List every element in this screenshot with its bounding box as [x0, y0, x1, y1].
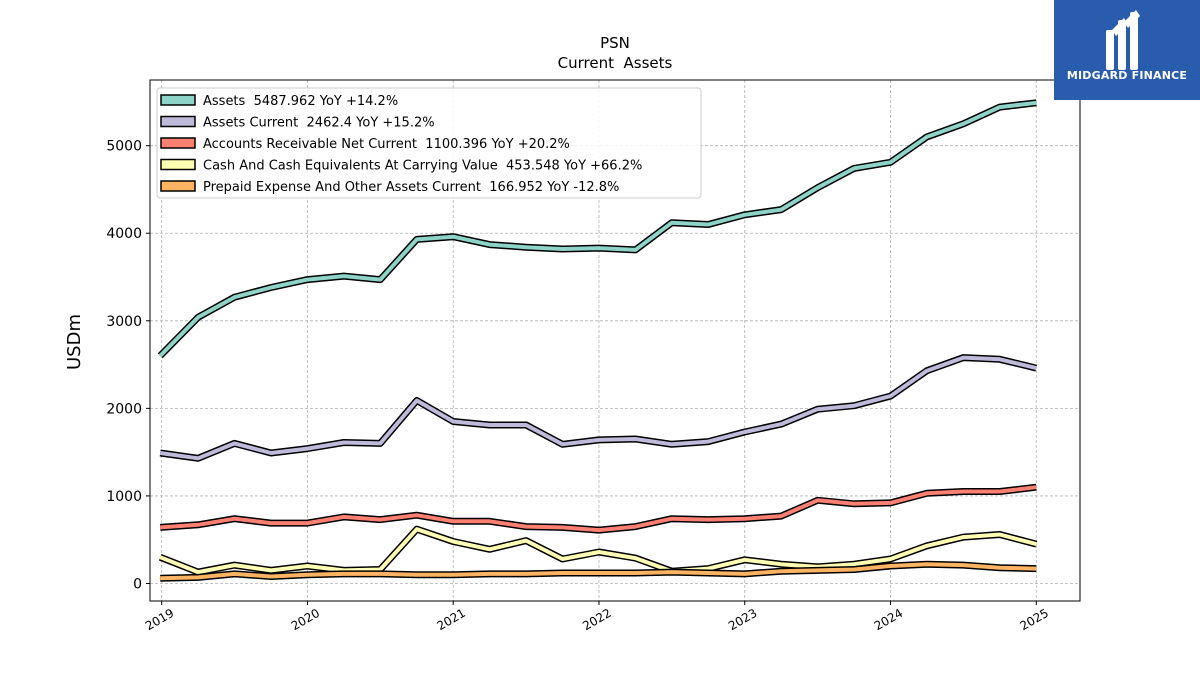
x-axis: 2019 2020 2021 2022 2023 2024 2025 — [143, 601, 1051, 633]
midgard-m-logo-icon — [1106, 10, 1140, 70]
x-tick-label-5: 2024 — [872, 606, 905, 633]
chart-subtitle: Current Assets — [558, 54, 673, 72]
legend-label-2: Accounts Receivable Net Current 1100.396… — [203, 137, 570, 152]
x-tick-label-1: 2020 — [289, 606, 322, 633]
series-3 — [158, 525, 1038, 576]
x-tick-label-4: 2023 — [726, 606, 759, 633]
series-4-line — [160, 562, 1037, 581]
series-4 — [160, 560, 1037, 582]
legend-label-0: Assets 5487.962 YoY +14.2% — [203, 94, 398, 109]
y-tick-label-0: 0 — [133, 576, 142, 592]
series-1 — [159, 354, 1038, 462]
plot-frame — [149, 79, 1081, 602]
y-axis-label: USDm — [64, 314, 85, 370]
legend-box — [156, 87, 702, 199]
series-1-line — [159, 355, 1037, 461]
y-tick-label-4: 4000 — [106, 226, 142, 242]
x-tick-label-0: 2019 — [143, 606, 176, 633]
legend-swatch-0 — [160, 94, 196, 106]
legend: Assets 5487.962 YoY +14.2% Assets Current… — [156, 87, 702, 199]
legend-swatch-1 — [160, 115, 196, 128]
series-0-line — [158, 100, 1037, 358]
x-tick-label-3: 2022 — [580, 606, 613, 633]
series-lines — [157, 99, 1038, 582]
legend-label-3: Cash And Cash Equivalents At Carrying Va… — [203, 159, 642, 174]
series-2 — [159, 483, 1037, 534]
midgard-finance-logo: MIDGARD FINANCE — [1054, 0, 1200, 100]
y-tick-label-2: 2000 — [106, 401, 142, 417]
y-axis: 0 1000 2000 3000 4000 5000 — [106, 139, 150, 592]
legend-swatch-3 — [160, 158, 196, 171]
series-2-line — [160, 485, 1037, 533]
x-tick-label-6: 2025 — [1018, 606, 1051, 633]
series-3-line — [159, 527, 1037, 575]
legend-label-4: Prepaid Expense And Other Assets Current… — [203, 180, 619, 195]
series-1-outline — [159, 354, 1038, 462]
y-tick-label-3: 3000 — [106, 314, 142, 330]
legend-swatch-4 — [160, 180, 196, 192]
y-tick-label-1: 1000 — [106, 489, 142, 505]
series-0 — [157, 99, 1037, 359]
logo-text: MIDGARD FINANCE — [1066, 69, 1188, 82]
legend-swatch-2 — [160, 137, 196, 149]
chart-title: PSN — [600, 34, 630, 52]
legend-label-1: Assets Current 2462.4 YoY +15.2% — [203, 116, 435, 131]
logo-background — [1054, 0, 1200, 100]
y-tick-label-5: 5000 — [106, 139, 142, 155]
x-tick-label-2: 2021 — [434, 606, 467, 633]
